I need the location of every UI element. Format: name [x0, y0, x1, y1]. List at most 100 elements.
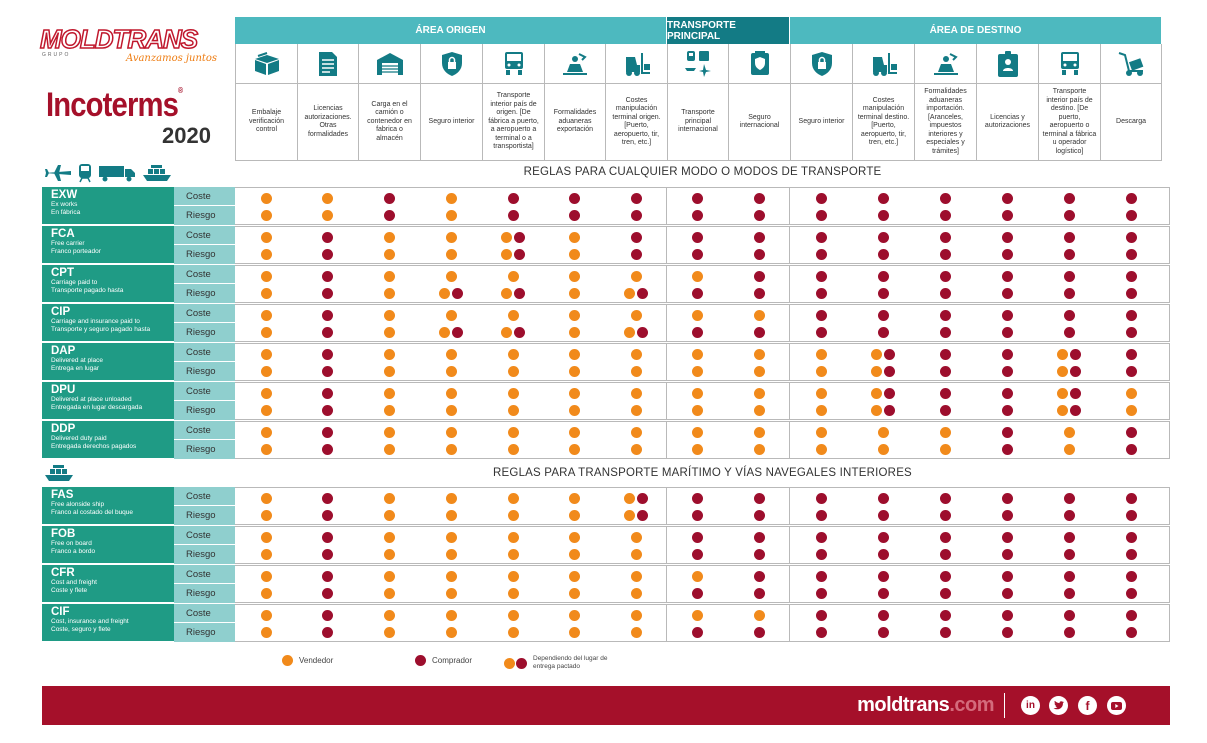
buyer-dot	[1125, 443, 1137, 455]
any-mode-icons	[44, 163, 172, 188]
buyer-dot	[1063, 270, 1075, 282]
cost-label: Coste	[174, 265, 235, 284]
seller-dot	[753, 426, 765, 438]
seller-dot	[445, 348, 457, 360]
buyer-dot	[383, 192, 395, 204]
youtube-icon[interactable]	[1107, 696, 1126, 715]
term-english: Carriage paid to	[51, 279, 98, 286]
term-cells	[235, 226, 1170, 264]
group-main-transport: TRANSPORTE PRINCIPAL	[667, 17, 790, 44]
group-separator	[789, 488, 790, 524]
brand-grupo: GRUPO	[42, 52, 71, 58]
seller-dot	[569, 509, 580, 521]
seller-dot	[569, 531, 580, 543]
linkedin-icon[interactable]: in	[1021, 696, 1040, 715]
term-cells	[235, 343, 1170, 381]
seller-dot	[630, 404, 642, 416]
buyer-dot	[1001, 270, 1013, 282]
shield-icon	[791, 44, 852, 84]
seller-dot	[445, 426, 457, 438]
buyer-dot	[1125, 426, 1137, 438]
buyer-dot	[815, 548, 827, 560]
term-dpu: DPU Delivered at place unloaded Entregad…	[42, 382, 1170, 420]
buyer-dot	[1125, 509, 1137, 521]
buyer-dot	[877, 209, 889, 221]
column-header: ÁREA ORIGEN TRANSPORTE PRINCIPAL ÁREA DE D…	[235, 17, 1170, 161]
seller-dot	[260, 492, 272, 504]
seller-dot	[507, 443, 519, 455]
seller-dot	[445, 587, 457, 599]
buyer-dot	[1125, 248, 1137, 260]
seller-dot	[569, 387, 580, 399]
buyer-dot	[877, 231, 889, 243]
buyer-dot	[815, 309, 827, 321]
moldtrans-logo: MOLDTRANS GRUPO Avanzamos juntos	[39, 25, 220, 64]
buyer-dot	[513, 287, 525, 299]
forklift-icon	[853, 44, 914, 84]
buyer-dot	[322, 570, 333, 582]
brand-slogan: Avanzamos juntos	[126, 53, 218, 64]
buyer-dot	[939, 531, 951, 543]
buyer-dot	[877, 326, 889, 338]
seller-dot	[445, 270, 457, 282]
seller-dot	[753, 309, 765, 321]
seller-dot	[445, 365, 457, 377]
seller-dot	[383, 531, 395, 543]
cost-label: Coste	[174, 226, 235, 245]
buyer-dot	[883, 404, 895, 416]
term-label: CPT Carriage paid to Transporte pagado h…	[42, 265, 174, 302]
buyer-dot	[815, 609, 827, 621]
buyer-dot	[939, 348, 951, 360]
facebook-icon[interactable]: f	[1078, 696, 1097, 715]
seller-dot	[630, 348, 642, 360]
buyer-dot	[1001, 548, 1013, 560]
twitter-icon[interactable]	[1049, 696, 1068, 715]
seller-dot	[870, 348, 882, 360]
buyer-dot	[939, 492, 951, 504]
seller-dot	[630, 365, 642, 377]
term-label: CIF Cost, insurance and freight Coste, s…	[42, 604, 174, 641]
seller-dot	[507, 509, 519, 521]
buyer-dot	[877, 626, 889, 638]
seller-dot	[260, 548, 272, 560]
buyer-dot	[322, 492, 333, 504]
seller-dot	[870, 365, 882, 377]
term-cells	[235, 382, 1170, 420]
buyer-dot	[1001, 209, 1013, 221]
column-14: Transporte interior país de destino. [De…	[1038, 44, 1100, 161]
buyer-dot	[753, 192, 765, 204]
group-separator	[666, 527, 667, 563]
seller-dot	[507, 404, 519, 416]
column-1: Embalaje verificación control	[235, 44, 297, 161]
website-name: moldtrans	[857, 694, 950, 716]
seller-dot	[507, 609, 519, 621]
term-cells	[235, 604, 1170, 642]
group-separator	[666, 266, 667, 302]
seller-dot	[383, 443, 395, 455]
seller-dot	[569, 326, 580, 338]
seller-dot	[630, 609, 642, 621]
term-exw: EXW Ex works En fábrica Coste Riesgo	[42, 187, 1170, 225]
website-link[interactable]: moldtrans.com	[857, 694, 994, 717]
seller-dot	[569, 348, 580, 360]
buyer-dot	[322, 326, 333, 338]
term-rows: Coste Riesgo	[174, 382, 235, 420]
buyer-dot	[939, 548, 951, 560]
buyer-dot	[877, 248, 889, 260]
buyer-dot	[939, 287, 951, 299]
buyer-dot	[1063, 287, 1075, 299]
buyer-dot	[322, 587, 333, 599]
buyer-dot	[322, 248, 333, 260]
buyer-dot	[1063, 492, 1075, 504]
buyer-dot	[1125, 231, 1137, 243]
seller-dot	[569, 287, 580, 299]
buyer-dot	[692, 548, 703, 560]
buyer-dot	[322, 609, 333, 621]
buyer-dot	[1125, 326, 1137, 338]
buyer-dot	[322, 309, 333, 321]
term-code: CPT	[51, 267, 74, 279]
buyer-dot	[636, 326, 648, 338]
term-cells	[235, 526, 1170, 564]
seller-dot	[383, 570, 395, 582]
buyer-dot	[692, 587, 703, 599]
